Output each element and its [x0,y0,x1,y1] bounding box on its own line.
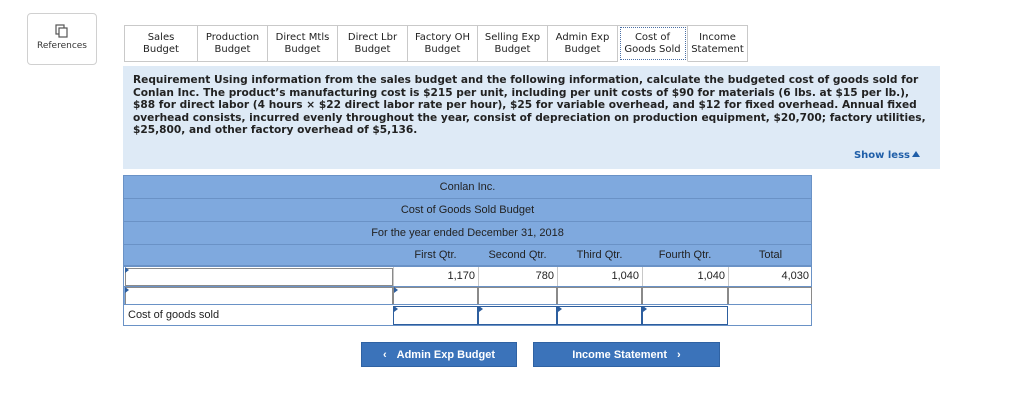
show-less-link[interactable]: Show less [854,150,920,161]
row1-fourth-qtr: 1,040 [642,267,728,287]
column-headers: First Qtr. Second Qtr. Third Qtr. Fourth… [123,244,812,266]
references-button[interactable]: References [27,13,97,65]
references-label: References [36,41,87,51]
requirement-panel: Requirement Using information from the s… [123,66,940,169]
col-third-qtr: Third Qtr. [576,249,623,261]
row1-total: 4,030 [728,267,812,287]
tab-sales-budget[interactable]: Sales Budget [124,25,198,62]
cogs-first-qtr-input[interactable] [393,306,478,325]
input-marker [479,306,483,312]
input-marker [125,267,129,273]
table-row: Cost of goods sold [123,304,812,326]
chevron-right-icon: › [677,348,681,361]
col-second-qtr: Second Qtr. [488,249,547,261]
row2-total-input[interactable] [728,287,812,305]
row1-label-input[interactable] [125,268,393,286]
table-row: 1,170 780 1,040 1,040 4,030 [123,266,812,287]
copy-icon [55,24,68,38]
tab-factory-oh-budget[interactable]: Factory OH Budget [408,25,478,62]
input-marker [394,287,398,293]
tab-income-statement[interactable]: Income Statement [688,25,748,62]
requirement-text: Requirement Using information from the s… [133,74,926,136]
tab-admin-exp-budget[interactable]: Admin Exp Budget [548,25,618,62]
row2-third-qtr-input[interactable] [557,287,642,305]
row1-first-qtr: 1,170 [393,267,478,287]
cogs-fourth-qtr-input[interactable] [642,306,728,325]
input-marker [394,306,398,312]
cogs-budget-table: Conlan Inc. Cost of Goods Sold Budget Fo… [123,175,812,326]
cost-of-goods-sold-label: Cost of goods sold [128,309,220,321]
cogs-second-qtr-input[interactable] [478,306,557,325]
cogs-third-qtr-input[interactable] [557,306,642,325]
row2-second-qtr-input[interactable] [478,287,557,305]
row2-label-input[interactable] [125,287,393,305]
input-marker [643,306,647,312]
tab-production-budget[interactable]: Production Budget [198,25,268,62]
prev-admin-exp-budget-button[interactable]: ‹ Admin Exp Budget [361,342,517,367]
col-fourth-qtr: Fourth Qtr. [658,249,712,261]
table-row [123,286,812,305]
tab-selling-exp-budget[interactable]: Selling Exp Budget [478,25,548,62]
next-income-statement-button[interactable]: Income Statement › [533,342,720,367]
title-header: Cost of Goods Sold Budget [123,198,812,221]
col-total: Total [758,249,783,261]
input-marker [125,287,129,293]
col-first-qtr: First Qtr. [414,249,457,261]
period-header: For the year ended December 31, 2018 [123,221,812,244]
row1-second-qtr: 780 [478,267,557,287]
chevron-left-icon: ‹ [382,348,387,361]
company-header: Conlan Inc. [123,175,812,198]
triangle-up-icon [912,151,920,157]
budget-tabs: Sales Budget Production Budget Direct Mtl… [124,25,748,62]
tab-cost-of-goods-sold[interactable]: Cost of Goods Sold [618,25,688,62]
row1-third-qtr: 1,040 [557,267,642,287]
tab-direct-lbr-budget[interactable]: Direct Lbr Budget [338,25,408,62]
row2-first-qtr-input[interactable] [393,287,478,305]
row2-fourth-qtr-input[interactable] [642,287,728,305]
input-marker [558,306,562,312]
tab-direct-mtls-budget[interactable]: Direct Mtls Budget [268,25,338,62]
